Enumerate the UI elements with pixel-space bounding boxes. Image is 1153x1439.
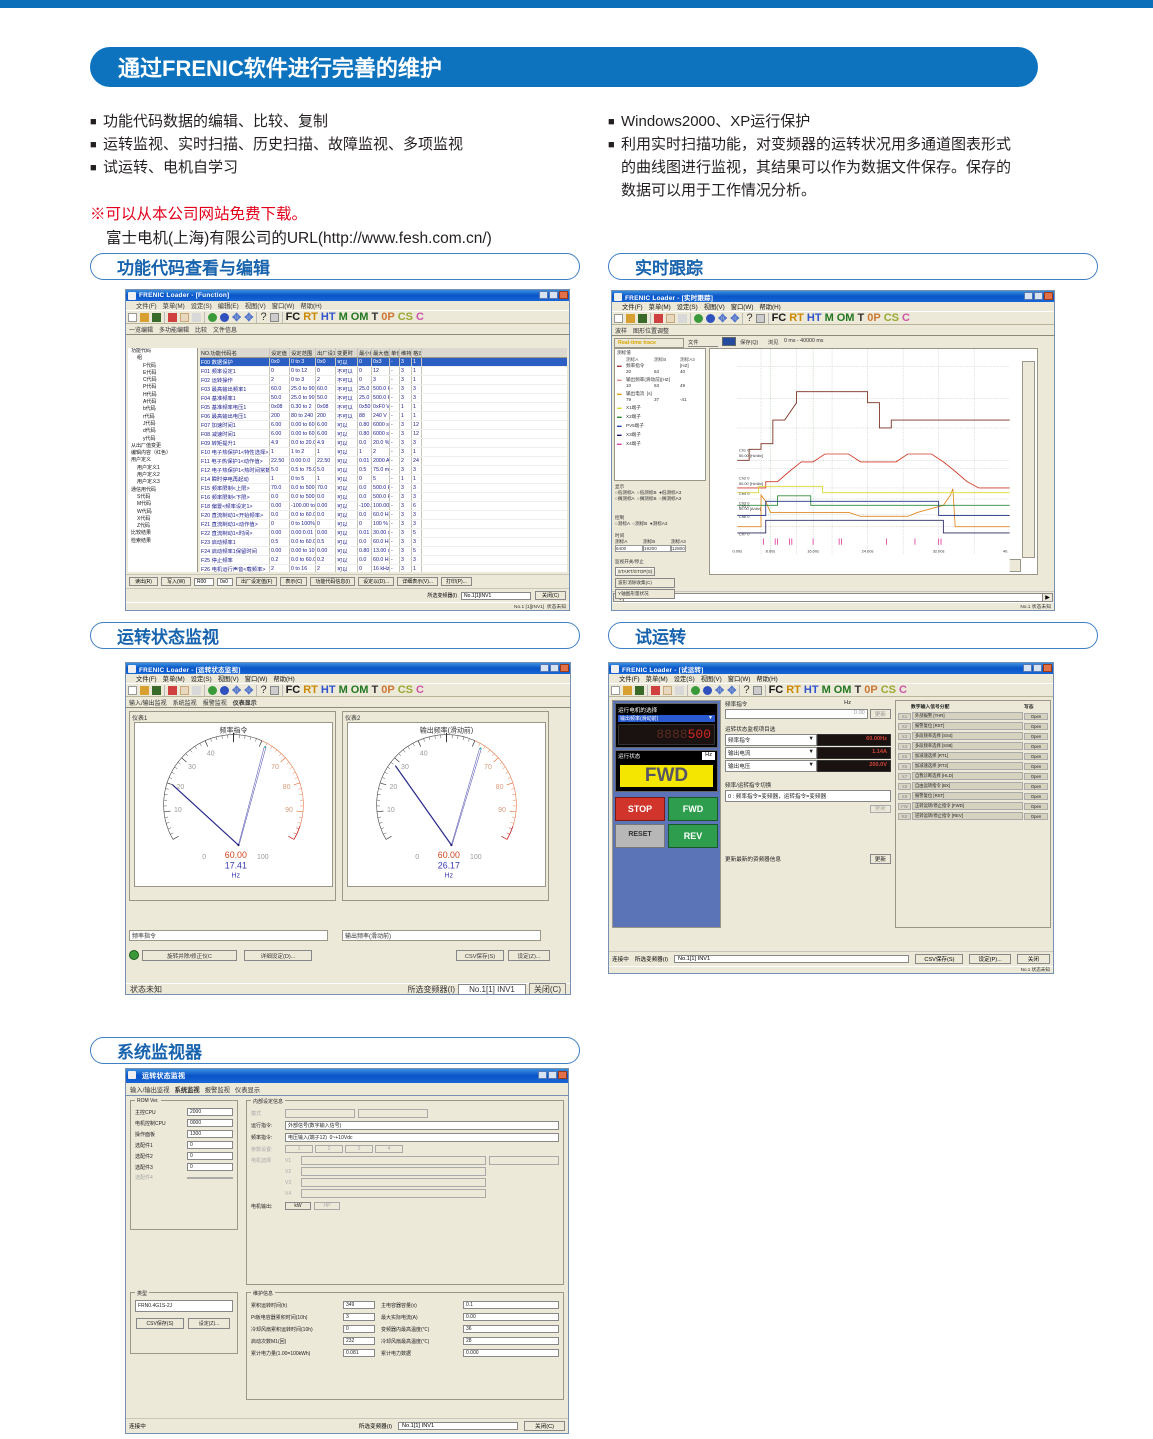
svg-text:50.00 [Hz/div]: 50.00 [Hz/div] (739, 453, 763, 458)
svg-text:100: 100 (470, 854, 482, 861)
svg-text:100: 100 (257, 854, 269, 861)
svg-text:40.: 40. (1003, 549, 1008, 554)
svg-text:50.00 [Hz/div]: 50.00 [Hz/div] (739, 481, 763, 486)
svg-text:30: 30 (188, 764, 196, 771)
svg-text:60.00: 60.00 (225, 850, 247, 860)
svg-text:0.00s: 0.00s (732, 549, 742, 554)
svg-text:10: 10 (174, 807, 182, 814)
svg-text:24.00s: 24.00s (862, 549, 874, 554)
svg-text:90: 90 (285, 807, 293, 814)
svg-text:Ch4 0: Ch4 0 (739, 491, 750, 496)
svg-text:30: 30 (401, 764, 409, 771)
svg-text:Hz: Hz (232, 873, 241, 880)
svg-text:70: 70 (271, 764, 279, 771)
svg-text:Ch1 0: Ch1 0 (739, 448, 750, 453)
svg-text:Hz: Hz (445, 873, 454, 880)
svg-text:Ch6 0: Ch6 0 (739, 514, 750, 519)
svg-text:26.17: 26.17 (438, 860, 460, 870)
svg-text:80: 80 (283, 784, 291, 791)
svg-text:80: 80 (496, 784, 504, 791)
svg-text:20: 20 (389, 784, 397, 791)
svg-text:17.41: 17.41 (225, 860, 247, 870)
svg-text:Ch2 0: Ch2 0 (739, 475, 750, 480)
svg-text:Ch5 0: Ch5 0 (739, 504, 750, 509)
svg-text:40: 40 (420, 750, 428, 757)
svg-text:90: 90 (498, 807, 506, 814)
svg-text:Ch7 0: Ch7 0 (739, 531, 750, 536)
svg-text:70: 70 (484, 764, 492, 771)
svg-text:40: 40 (207, 750, 215, 757)
svg-text:8.00s: 8.00s (766, 549, 776, 554)
svg-text:10: 10 (387, 807, 395, 814)
svg-text:0: 0 (415, 854, 419, 861)
svg-text:32.00s: 32.00s (933, 549, 945, 554)
svg-text:16.00s: 16.00s (807, 549, 819, 554)
svg-text:60.00: 60.00 (438, 850, 460, 860)
svg-text:0: 0 (202, 854, 206, 861)
